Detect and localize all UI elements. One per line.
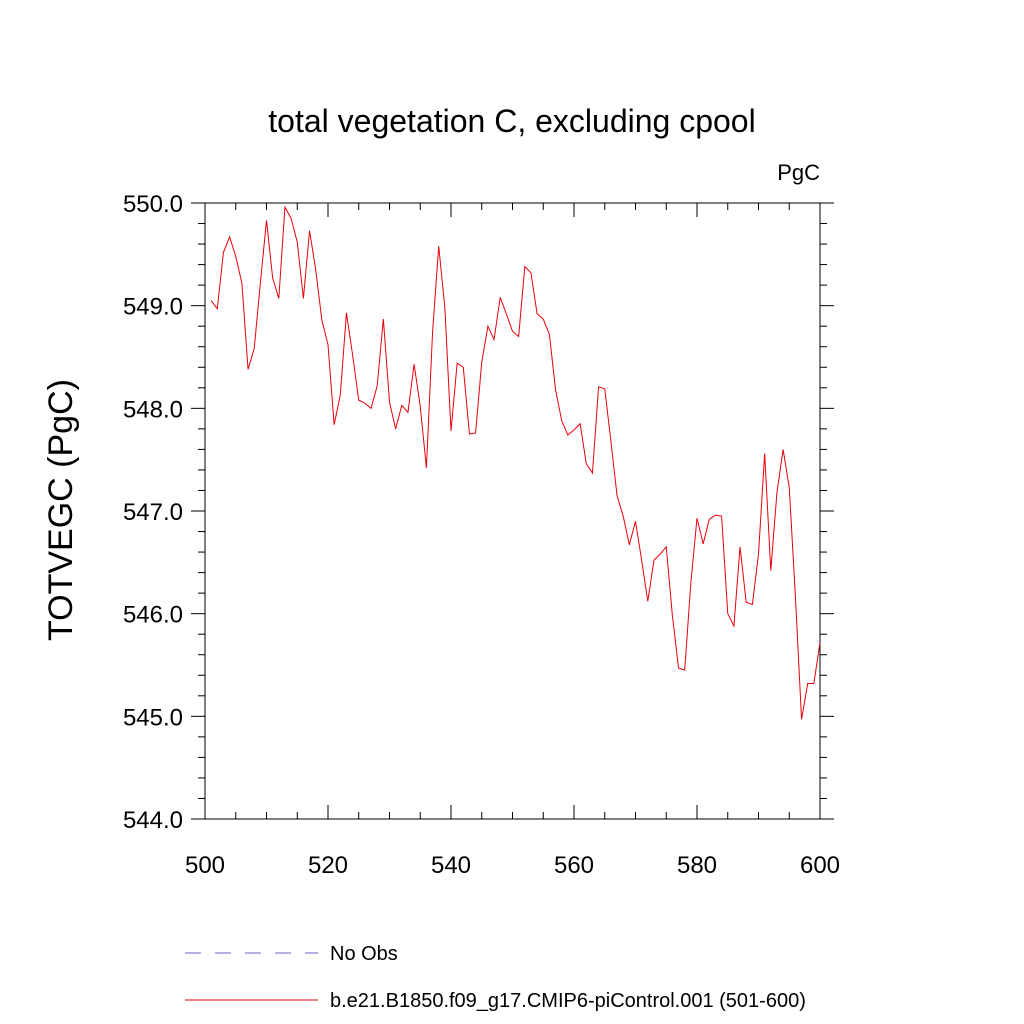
x-tick-label: 600: [800, 852, 840, 879]
series-line-picontrol: [210, 205, 821, 720]
y-tick-label: 546.0: [123, 602, 183, 629]
x-tick-label: 540: [431, 852, 471, 879]
x-tick-label: 580: [677, 852, 717, 879]
y-axis-label: TOTVEGC (PgC): [42, 379, 80, 641]
axis-ticks: [191, 202, 834, 820]
y-tick-label: 550.0: [123, 191, 183, 218]
x-tick-label: 520: [308, 852, 348, 879]
y-tick-label: 545.0: [123, 704, 183, 731]
y-tick-label: 549.0: [123, 294, 183, 321]
legend-entry-no-obs: No Obs: [330, 943, 398, 965]
chart-title: total vegetation C, excluding cpool: [268, 103, 755, 139]
y-tick-labels: 544.0 545.0 546.0 547.0 548.0 549.0 550.0: [123, 191, 183, 834]
plot-frame: [204, 202, 821, 820]
x-tick-label: 500: [185, 852, 225, 879]
x-tick-labels: 500 520 540 560 580 600: [185, 852, 840, 879]
y-tick-label: 547.0: [123, 499, 183, 526]
data-series: [210, 205, 821, 720]
y-tick-label: 544.0: [123, 807, 183, 834]
units-label: PgC: [777, 160, 820, 185]
legend-entry-picontrol: b.e21.B1850.f09_g17.CMIP6-piControl.001 …: [330, 990, 806, 1012]
x-tick-label: 560: [554, 852, 594, 879]
legend: No Obs b.e21.B1850.f09_g17.CMIP6-piContr…: [185, 943, 806, 1012]
y-tick-label: 548.0: [123, 396, 183, 423]
